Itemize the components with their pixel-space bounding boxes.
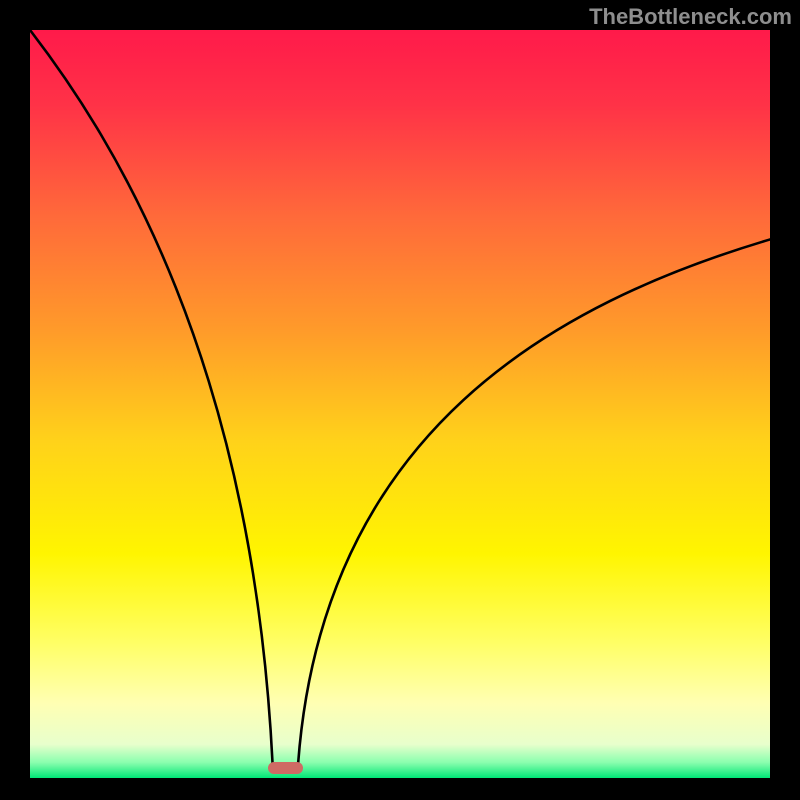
chart-frame: TheBottleneck.com [0,0,800,800]
curve-path [30,30,770,767]
watermark-label: TheBottleneck.com [589,4,792,30]
plot-area [30,30,770,778]
notch-marker [268,762,304,774]
bottleneck-curve [30,30,770,778]
